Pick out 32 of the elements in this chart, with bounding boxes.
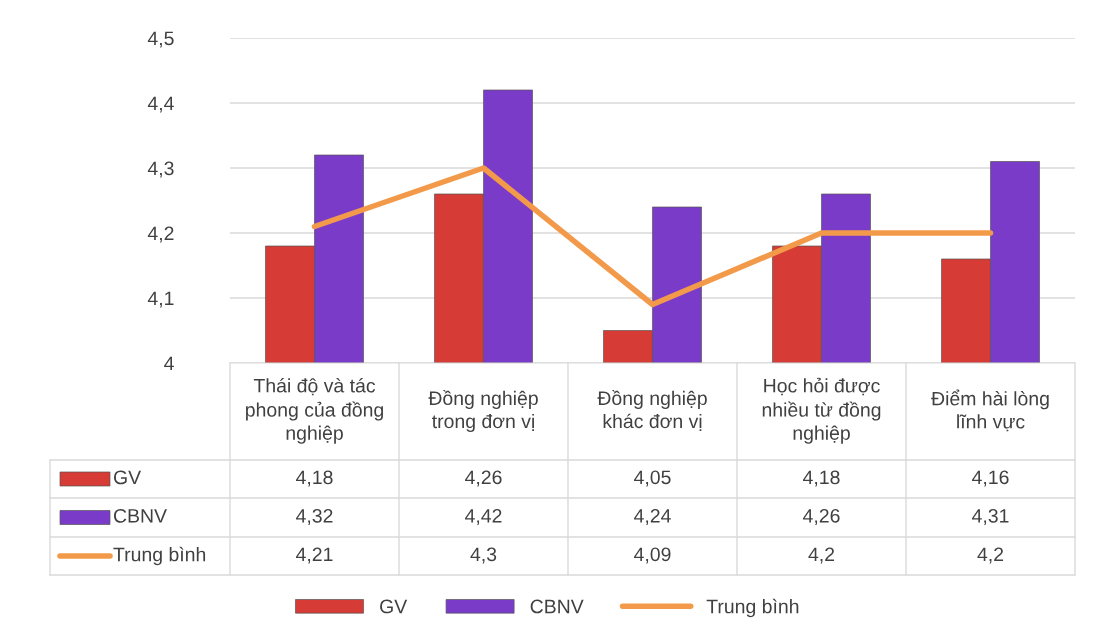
text: CBNV — [530, 599, 584, 614]
data-label: 4,05 — [634, 470, 671, 487]
y-tick-label: 4,1 — [147, 291, 174, 308]
data-label: 4,24 — [634, 508, 671, 526]
y-tick-label: 4 — [164, 356, 174, 371]
text: GV — [380, 599, 408, 614]
data-label: 4,26 — [465, 470, 502, 487]
data-label: 4,09 — [634, 547, 671, 564]
data-label: 4,16 — [972, 470, 1009, 487]
y-tick-label: 4,2 — [147, 226, 174, 243]
legend-label: CBNV — [113, 508, 167, 523]
y-tick-label: 4,3 — [147, 161, 174, 178]
data-label: 4,42 — [465, 508, 502, 526]
text: Trung bình — [706, 598, 799, 618]
x-tick-label: Điểm hài lòng lĩnh vực — [931, 389, 1049, 432]
x-tick-label: Học hỏi được nhiều từ đồng nghiệp — [762, 377, 881, 444]
legend-label: Trung bình — [113, 546, 206, 566]
data-label: 4,18 — [296, 470, 333, 487]
data-label: 4,32 — [296, 508, 333, 526]
y-tick-label: 4,4 — [147, 96, 174, 113]
data-label: 4,3 — [470, 547, 497, 564]
data-label: 4,18 — [803, 470, 840, 487]
x-tick-label: Thái độ và tác phong của đồng nghiệp — [246, 378, 383, 444]
x-tick-label: Đồng nghiệp khác đơn vị — [597, 389, 707, 431]
data-label: 4,2 — [977, 547, 1004, 564]
data-label: 4,26 — [803, 508, 840, 526]
data-label: 4,31 — [972, 508, 1009, 526]
x-tick-label: Đồng nghiệp trong đơn vị — [428, 389, 538, 433]
legend-label: GV — [113, 470, 142, 485]
data-label: 4,2 — [808, 547, 835, 564]
data-label: 4,21 — [296, 547, 333, 564]
y-tick-label: 4,5 — [147, 31, 174, 48]
